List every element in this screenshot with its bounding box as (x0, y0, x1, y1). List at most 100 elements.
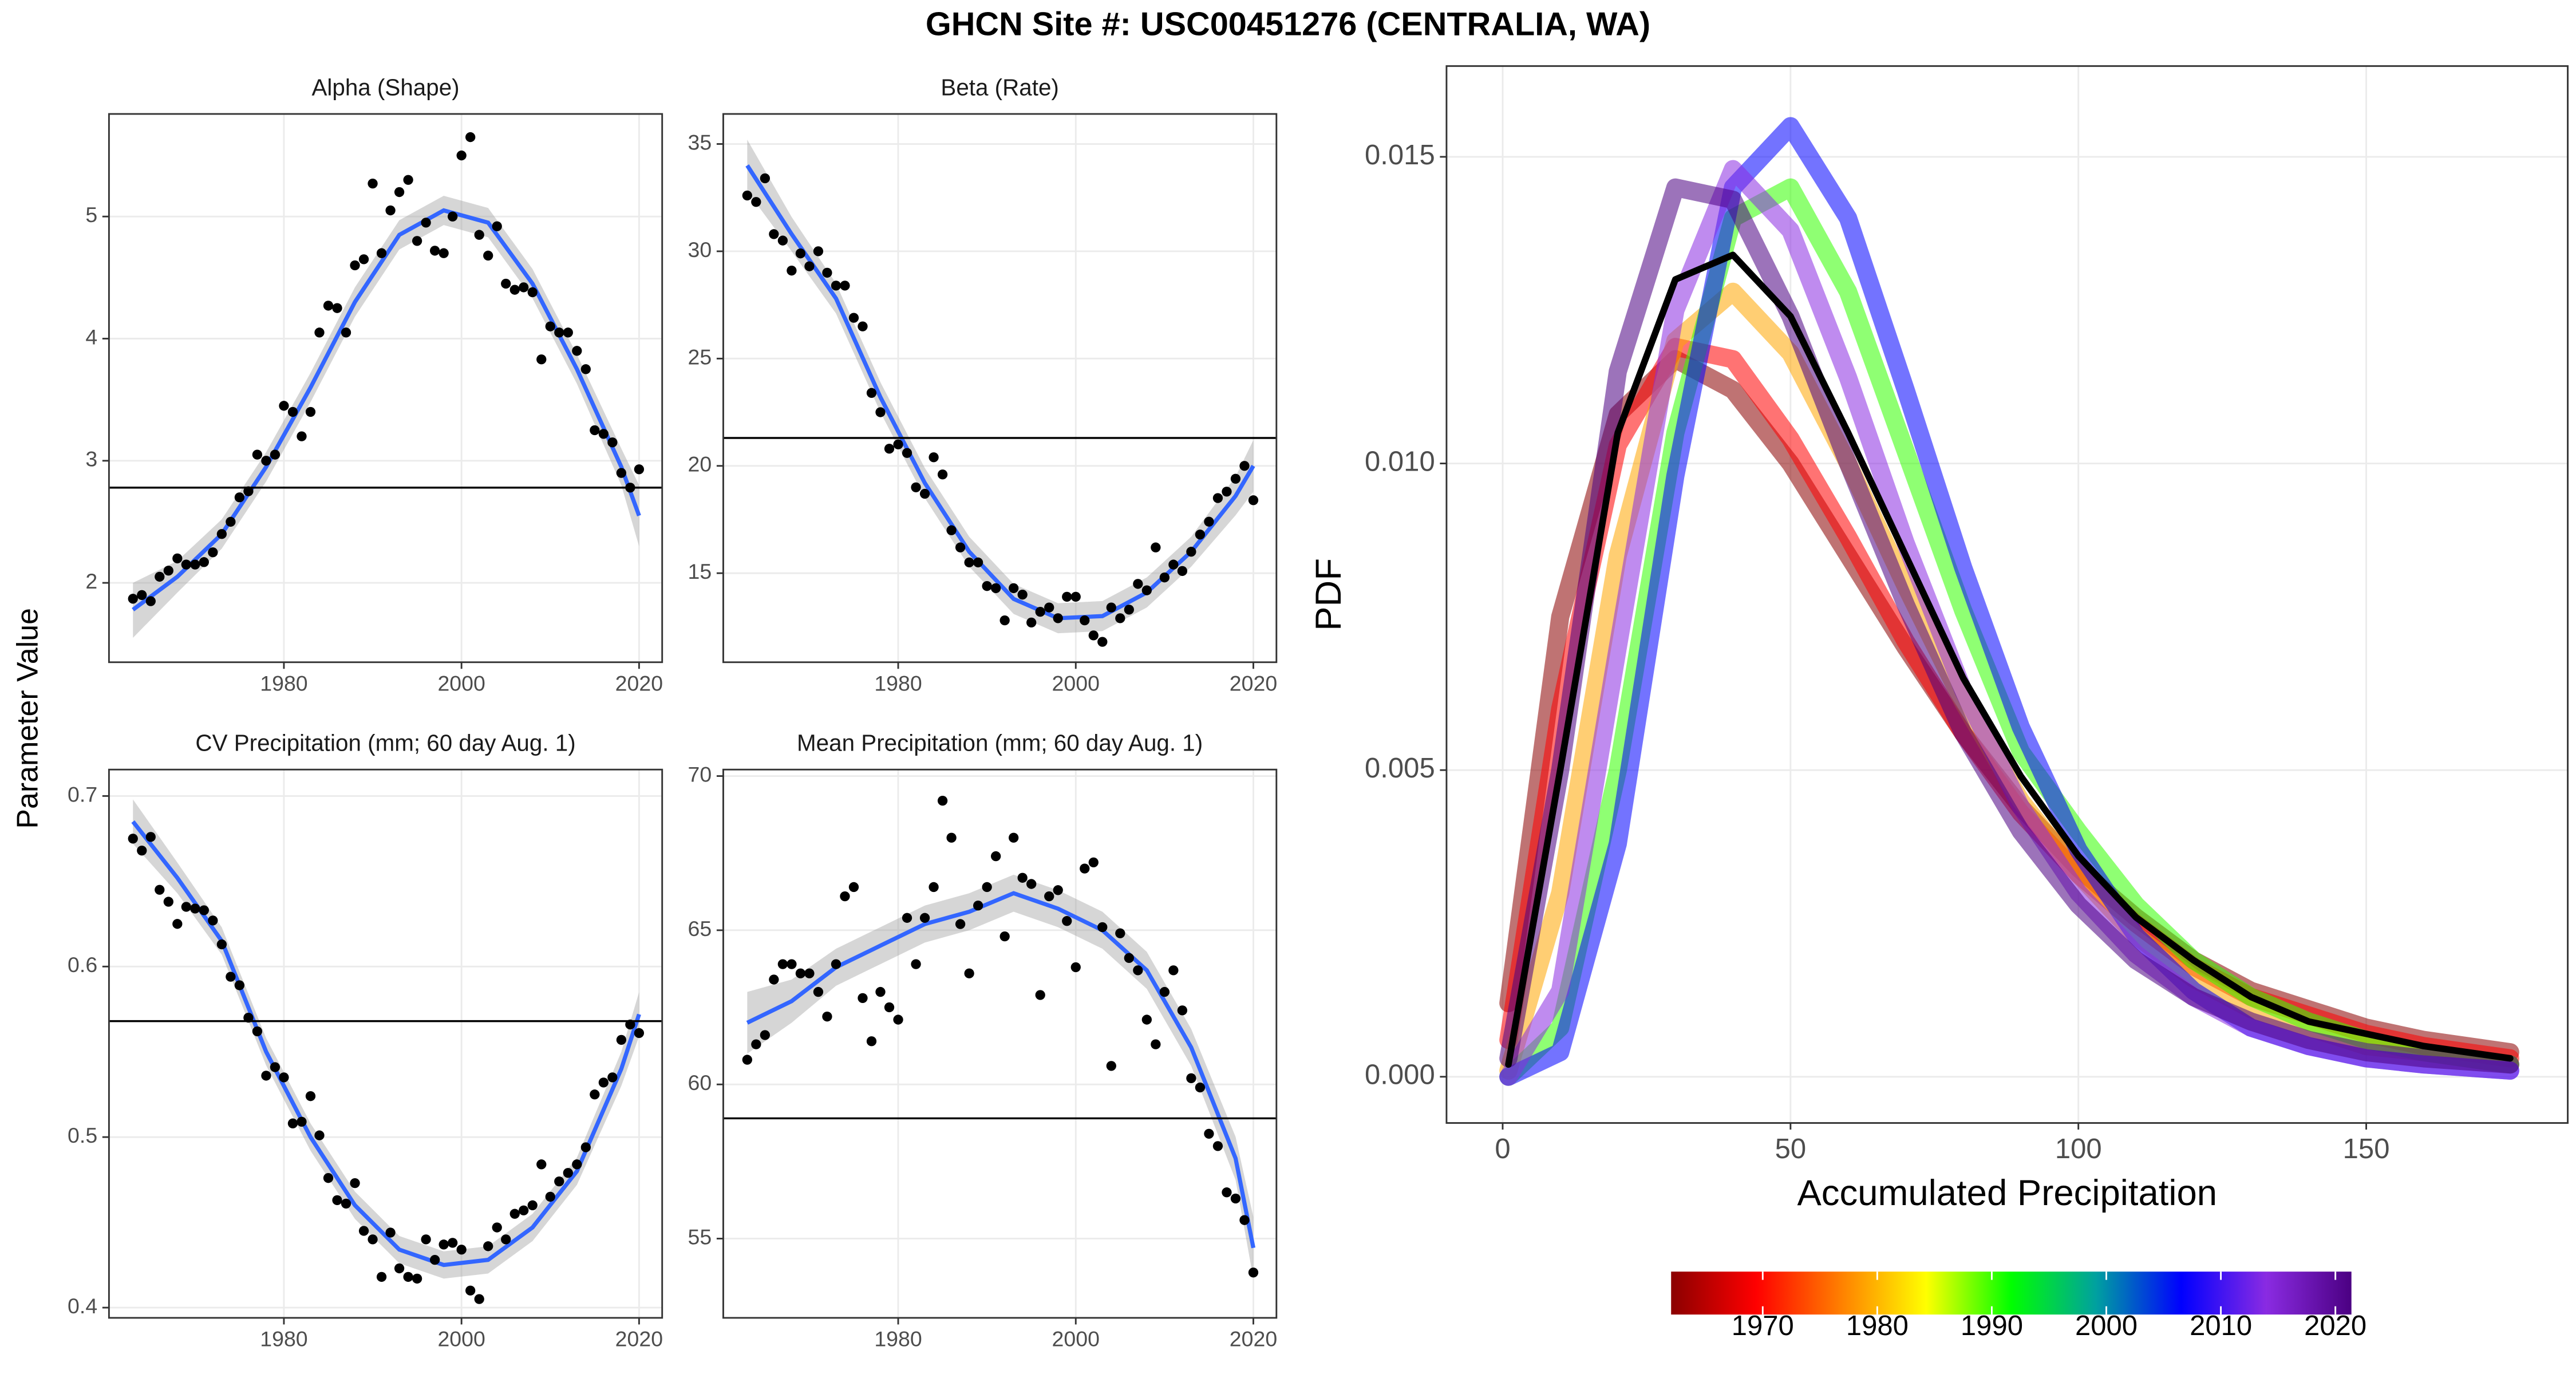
point (572, 346, 582, 356)
point (590, 425, 600, 436)
point (1248, 495, 1259, 506)
point (536, 1159, 547, 1170)
point (234, 980, 245, 990)
point (1053, 613, 1063, 623)
point (919, 488, 930, 499)
point (884, 444, 895, 454)
y-tick-label: 0.010 (1365, 446, 1435, 477)
point (991, 583, 1001, 594)
point (1062, 916, 1072, 926)
point (929, 452, 939, 463)
point (1195, 530, 1206, 540)
point (243, 1012, 254, 1023)
x-tick-label: 2020 (1230, 1326, 1277, 1351)
point (474, 230, 484, 240)
plot-background (723, 769, 1277, 1318)
y-tick-label: 4 (85, 325, 97, 349)
point (1168, 559, 1179, 570)
point (777, 959, 788, 969)
point (145, 596, 156, 606)
point (831, 959, 841, 969)
point (332, 303, 342, 313)
point (902, 913, 912, 923)
colorbar-label: 2020 (2304, 1310, 2366, 1341)
point (1248, 1268, 1259, 1278)
point (323, 301, 334, 311)
point (465, 132, 476, 143)
point (742, 190, 752, 201)
point (999, 615, 1010, 626)
point (368, 178, 378, 189)
point (429, 1254, 440, 1265)
point (982, 882, 992, 893)
point (1088, 630, 1099, 641)
point (172, 919, 183, 929)
y-tick-label: 3 (85, 447, 97, 471)
point (804, 968, 815, 978)
x-tick-label: 2000 (1052, 671, 1100, 695)
point (243, 486, 254, 496)
point (1159, 986, 1170, 997)
point (563, 327, 573, 338)
point (385, 205, 396, 216)
point (1177, 1005, 1188, 1016)
point (137, 590, 147, 601)
y-tick-label: 0.005 (1365, 753, 1435, 784)
point (1239, 461, 1250, 471)
point (813, 986, 824, 997)
point (527, 1200, 538, 1210)
point (519, 1205, 529, 1215)
point (902, 448, 912, 458)
point (350, 260, 360, 271)
point (751, 1039, 761, 1049)
point (376, 248, 387, 258)
point (999, 931, 1010, 942)
point (128, 834, 138, 844)
point (607, 437, 618, 448)
point (341, 1198, 351, 1209)
point (403, 1272, 413, 1282)
point (946, 832, 957, 843)
point (955, 542, 966, 552)
panel-title: CV Precipitation (mm; 60 day Aug. 1) (195, 730, 575, 756)
point (358, 1226, 369, 1236)
point (438, 1239, 449, 1250)
point (1186, 547, 1196, 557)
colorbar-label: 1980 (1846, 1310, 1909, 1341)
point (580, 364, 591, 374)
point (1186, 1073, 1196, 1084)
point (181, 902, 191, 912)
page-title: GHCN Site #: USC00451276 (CENTRALIA, WA) (926, 6, 1650, 42)
point (394, 187, 405, 198)
point (216, 939, 227, 950)
point (305, 406, 316, 417)
point (163, 566, 173, 576)
y-tick-label: 5 (85, 203, 97, 227)
point (270, 1062, 280, 1072)
point (911, 959, 921, 969)
point (760, 1030, 771, 1040)
plot-border (108, 768, 663, 1319)
point (403, 175, 413, 185)
y-tick-label: 0.7 (68, 782, 97, 806)
point (465, 1285, 476, 1296)
y-tick-label: 0.5 (68, 1123, 97, 1147)
point (787, 266, 797, 276)
point (332, 1195, 342, 1206)
point (412, 236, 422, 246)
point (279, 401, 289, 411)
point (919, 913, 930, 923)
point (527, 287, 538, 298)
point (760, 173, 771, 184)
point (429, 246, 440, 256)
point (840, 281, 850, 291)
point (385, 1227, 396, 1238)
point (751, 197, 761, 207)
point (625, 1019, 635, 1030)
x-tick-label: 150 (2343, 1134, 2390, 1164)
point (358, 254, 369, 264)
colorbar-label: 2010 (2190, 1310, 2252, 1341)
point (946, 525, 957, 535)
point (350, 1178, 360, 1189)
point (492, 1222, 502, 1233)
